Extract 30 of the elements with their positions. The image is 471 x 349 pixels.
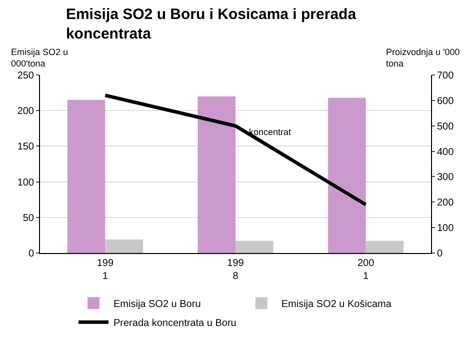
y2-tick-label: 300 — [437, 172, 454, 184]
bar — [366, 240, 404, 253]
y-tick-label: 150 — [17, 142, 34, 153]
y2-tick-label: 600 — [437, 96, 454, 107]
bar — [236, 240, 274, 253]
y2-axis-title: Proizvodnja u '000 tona — [386, 47, 460, 69]
y-tick-label: 0 — [28, 248, 34, 260]
y2-tick-label: 400 — [437, 146, 454, 158]
y-tick-label: 250 — [17, 70, 34, 82]
y-axis-title: Emisija SO2 u 000'tona — [11, 47, 68, 69]
y-tick-label: 200 — [17, 106, 34, 118]
y-tick-label: 100 — [17, 177, 34, 188]
annotation: koncentrat — [249, 127, 292, 137]
bar — [67, 100, 106, 253]
y-tick-label: 50 — [22, 212, 34, 224]
y2-tick-label: 0 — [437, 248, 443, 260]
bar — [105, 239, 143, 253]
x-tick-label: 1991 — [96, 258, 114, 282]
legend-label: Emisija SO2 u Boru — [114, 299, 201, 310]
y2-tick-label: 100 — [437, 223, 454, 234]
x-tick-label: 1998 — [227, 258, 244, 282]
bar — [198, 96, 236, 253]
y2-tick-label: 200 — [437, 198, 454, 209]
chart-title: Emisija SO2 u Boru i Kosicama i prerada koncentrata — [66, 6, 357, 43]
legend-label: Prerada koncentrata u Boru — [114, 318, 236, 329]
x-tick-label: 2001 — [357, 258, 375, 282]
bar — [328, 98, 366, 253]
y2-tick-label: 700 — [437, 70, 454, 82]
y2-tick-label: 500 — [437, 121, 454, 132]
legend-label: Emisija SO2 u Košicama — [281, 299, 392, 310]
